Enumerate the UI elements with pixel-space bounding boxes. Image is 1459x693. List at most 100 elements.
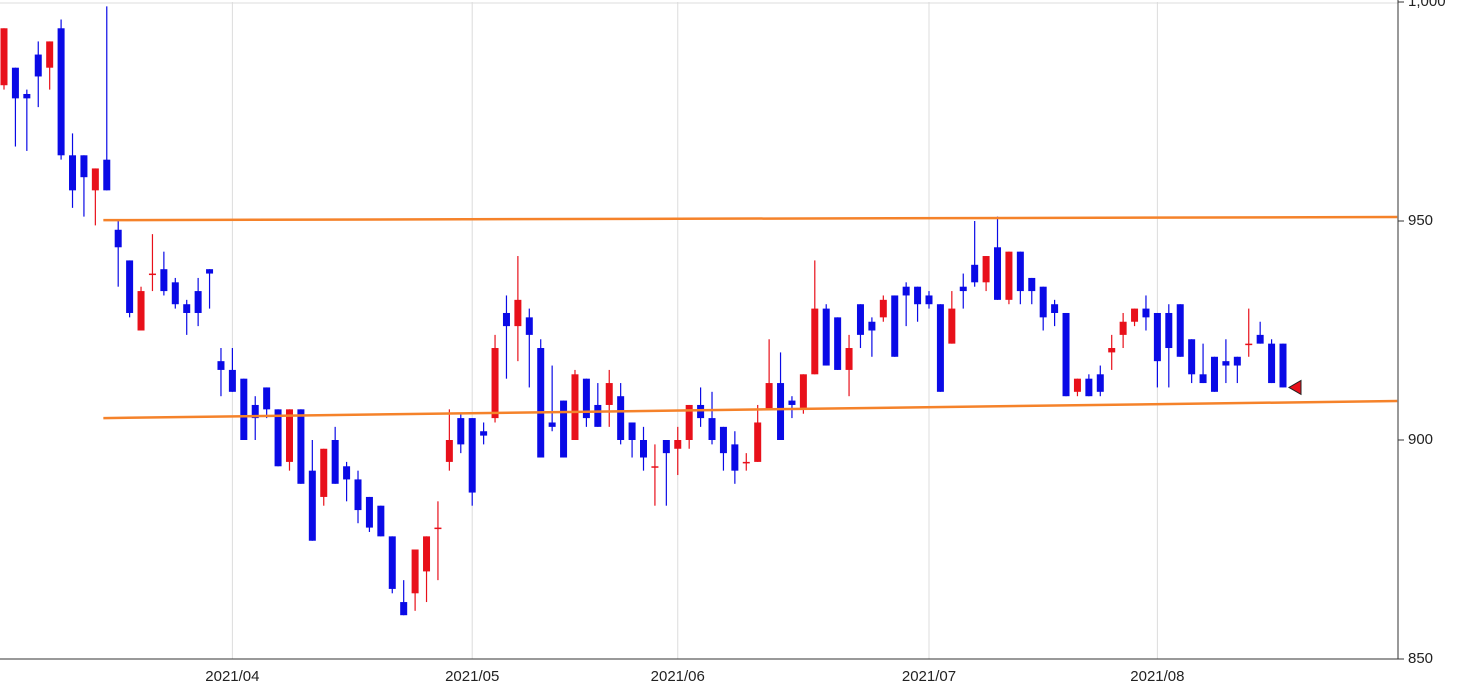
candle-body [891, 295, 899, 357]
candle-body [377, 505, 385, 537]
candle-body [982, 256, 990, 283]
candle-body [788, 400, 796, 405]
candle-body [228, 369, 236, 392]
candle-body [834, 317, 842, 370]
y-tick-label: 1,000 [1408, 0, 1446, 10]
candle-body [914, 286, 922, 305]
candle-body [765, 383, 773, 410]
candle-body [171, 282, 179, 305]
candle-body [1062, 312, 1070, 397]
candle-body [1108, 348, 1116, 353]
candle-body [754, 422, 762, 462]
candle-body [719, 426, 727, 454]
candle-body [697, 404, 705, 419]
candle-body [879, 299, 887, 318]
candle-body [640, 440, 648, 458]
candle-body [251, 404, 259, 419]
candle-body [388, 536, 396, 589]
candle-body [925, 295, 933, 305]
candle-body [400, 602, 408, 616]
candle-body [1119, 321, 1127, 335]
candle-body [548, 422, 556, 427]
candle-body [1051, 304, 1059, 313]
candle-body [959, 286, 967, 292]
candle-body [1142, 308, 1150, 318]
candle-body [799, 374, 807, 410]
candle-body [1131, 308, 1139, 322]
candle-body [137, 291, 145, 331]
x-tick-label: 2021/05 [445, 668, 499, 685]
candle-body [936, 304, 944, 392]
candle-body [1028, 277, 1036, 292]
candle-body [742, 461, 750, 464]
candle-body [34, 54, 42, 77]
candle-body [480, 431, 488, 436]
candle-body [57, 28, 65, 156]
candle-body [571, 374, 579, 440]
candle-body [491, 348, 499, 419]
candle-body [1085, 378, 1093, 397]
candle-body [514, 299, 522, 327]
candle-body [1199, 374, 1207, 384]
x-tick-label: 2021/06 [651, 668, 705, 685]
candle-body [69, 155, 77, 191]
candle-body [457, 418, 465, 445]
candle-body [0, 28, 8, 86]
y-tick-label: 950 [1408, 212, 1433, 229]
candle-body [777, 383, 785, 440]
candle-body [80, 155, 88, 178]
candle-body [537, 348, 545, 458]
candle-body [160, 269, 168, 292]
candle-body [582, 378, 590, 419]
candle-body [560, 400, 568, 458]
candle-body [411, 549, 419, 594]
x-tick-label: 2021/07 [902, 668, 956, 685]
candle-body [297, 409, 305, 484]
candle-body [617, 396, 625, 440]
candle-body [285, 409, 293, 462]
candle-body [308, 470, 316, 541]
candle-body [822, 308, 830, 366]
candle-body [674, 440, 682, 449]
candle-body [365, 496, 373, 528]
candle-body [1233, 356, 1241, 366]
candle-body [1256, 334, 1264, 344]
candle-body [274, 409, 282, 467]
candle-body [651, 466, 659, 468]
y-tick-label: 850 [1408, 650, 1433, 667]
candle-body [1039, 286, 1047, 318]
candle-body [217, 361, 225, 370]
candle-body [320, 448, 328, 497]
x-tick-label: 2021/08 [1130, 668, 1184, 685]
candle-body [525, 317, 533, 335]
candle-body [114, 229, 122, 248]
trend-line [103, 215, 1398, 222]
last-price-marker [1288, 379, 1302, 396]
x-tick-label: 2021/04 [205, 668, 259, 685]
candle-body [971, 264, 979, 283]
candle-body [468, 418, 476, 493]
candle-body [148, 273, 156, 276]
candle-body [1222, 361, 1230, 366]
candle-body [1096, 374, 1104, 392]
candle-body [845, 348, 853, 370]
candle-body [856, 304, 864, 335]
candle-body [902, 286, 910, 296]
candle-body [948, 308, 956, 344]
candle-body [708, 418, 716, 440]
candle-body [605, 383, 613, 405]
candle-body [1279, 343, 1287, 388]
candle-body [354, 479, 362, 511]
candle-body [1016, 251, 1024, 292]
candle-body [502, 312, 510, 327]
candle-body [1005, 251, 1013, 300]
candle-body [103, 159, 111, 191]
candle-body [1165, 312, 1173, 349]
candle-body [868, 321, 876, 331]
candle-body [1188, 339, 1196, 375]
candle-body [1153, 312, 1161, 362]
candle-body [628, 422, 636, 440]
candle-body [423, 536, 431, 572]
candle-body [240, 378, 248, 440]
